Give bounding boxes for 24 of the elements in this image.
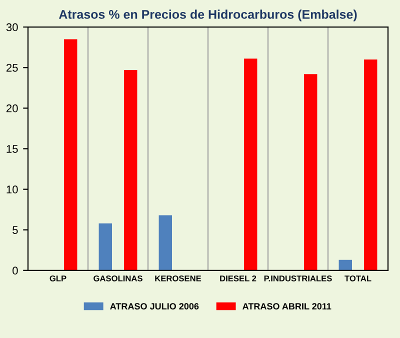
bar [304, 74, 318, 270]
legend-label: ATRASO JULIO 2006 [110, 303, 199, 310]
x-tick-label: GASOLINAS [94, 275, 142, 282]
y-tick-label: 15 [6, 145, 18, 153]
bar [124, 70, 138, 270]
bar [64, 39, 78, 270]
bar [338, 260, 352, 270]
x-tick-label: GLP [50, 275, 66, 282]
y-tick-label: 10 [6, 186, 18, 194]
y-tick-label: 20 [6, 104, 18, 112]
legend-label: ATRASO ABRIL 2011 [242, 303, 332, 310]
bar [364, 59, 378, 270]
x-tick-label: DIESEL 2 [220, 275, 256, 282]
bar [244, 58, 258, 270]
y-tick-label: 30 [6, 23, 18, 32]
chart-title: Atrasos % en Precios de Hidrocarburos (Embalse) [58, 10, 357, 22]
x-tick-label: KEROSENE [155, 275, 202, 282]
bar [98, 223, 112, 270]
y-tick-label: 5 [12, 226, 18, 234]
x-tick-label: TOTAL [344, 275, 372, 282]
bar [158, 215, 172, 270]
y-tick-label: 25 [6, 64, 18, 72]
x-tick-label: P.INDUSTRIALES [264, 275, 332, 282]
y-tick-label: 0 [12, 266, 18, 275]
